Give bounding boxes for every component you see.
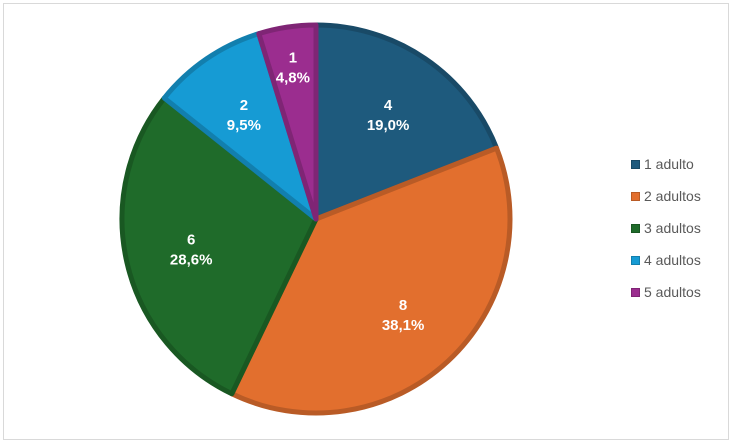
- legend-item-3-adultos: 3 adultos: [631, 212, 723, 244]
- slice-value-label-4-adultos: 2: [240, 97, 248, 114]
- pie-slice-3-adultos: [119, 95, 319, 397]
- slice-percent-label-2-adultos: 38,1%: [382, 317, 425, 334]
- legend-item-4-adultos: 4 adultos: [631, 244, 723, 276]
- legend-swatch-5-adultos: [631, 287, 640, 297]
- legend-item-1-adulto: 1 adulto: [631, 148, 723, 180]
- slice-percent-label-1-adulto: 19,0%: [367, 117, 410, 134]
- slice-value-label-2-adultos: 8: [399, 297, 407, 314]
- legend-label-2-adultos: 2 adultos: [644, 188, 701, 204]
- chart-legend: 1 adulto 2 adultos 3 adultos 4 adultos 5…: [631, 148, 723, 308]
- legend-label-3-adultos: 3 adultos: [644, 220, 701, 236]
- slice-percent-label-3-adultos: 28,6%: [170, 252, 213, 269]
- slice-value-label-1-adulto: 4: [384, 97, 393, 114]
- pie-slice-5-adultos: [256, 22, 319, 222]
- legend-swatch-2-adultos: [631, 191, 640, 201]
- legend-item-5-adultos: 5 adultos: [631, 276, 723, 308]
- legend-label-1-adulto: 1 adulto: [644, 156, 694, 172]
- slice-percent-label-4-adultos: 9,5%: [227, 117, 261, 134]
- legend-swatch-3-adultos: [631, 223, 640, 233]
- legend-swatch-4-adultos: [631, 255, 640, 265]
- slice-value-label-3-adultos: 6: [187, 232, 195, 249]
- legend-item-2-adultos: 2 adultos: [631, 180, 723, 212]
- pie-slice-4-adultos: [161, 31, 319, 222]
- legend-swatch-1-adulto: [631, 159, 640, 169]
- legend-label-4-adultos: 4 adultos: [644, 252, 701, 268]
- pie-slice-1-adulto: [313, 22, 500, 222]
- slice-percent-label-5-adultos: 4,8%: [276, 70, 310, 87]
- pie-slice-2-adultos: [229, 145, 513, 416]
- legend-label-5-adultos: 5 adultos: [644, 284, 701, 300]
- slice-value-label-5-adultos: 1: [289, 50, 297, 67]
